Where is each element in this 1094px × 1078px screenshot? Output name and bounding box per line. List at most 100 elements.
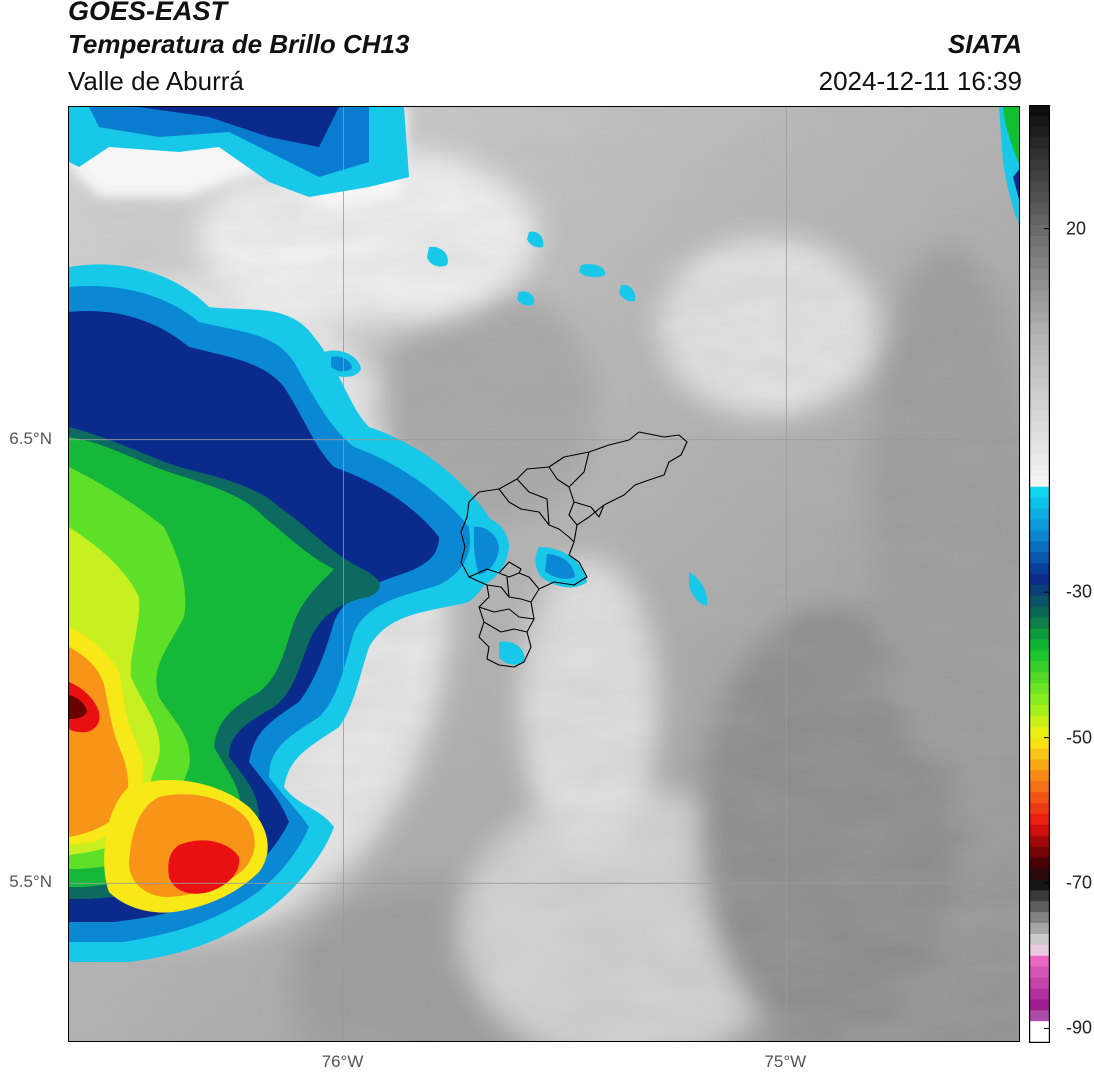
colorbar-band [1029, 399, 1050, 411]
colorbar-band [1029, 912, 1050, 924]
colorbar-tick-label: -30 [1066, 581, 1093, 602]
colorbar-band [1029, 792, 1050, 804]
colorbar-band [1029, 115, 1050, 128]
colorbar-band [1029, 628, 1050, 641]
colorbar-band [1029, 770, 1050, 782]
colorbar-band [1029, 432, 1050, 444]
brightness-temperature-map [69, 107, 1019, 1041]
colorbar-band [1029, 475, 1050, 488]
colorbar-band [1029, 1032, 1050, 1043]
colorbar-band [1029, 203, 1050, 215]
colorbar-tick-label: -70 [1066, 872, 1093, 893]
colorbar-band [1029, 497, 1050, 510]
colorbar-band [1029, 388, 1050, 401]
colorbar-band [1029, 312, 1050, 324]
colorbar-band [1029, 813, 1050, 826]
map-panel[interactable] [68, 106, 1020, 1042]
colorbar-band [1029, 584, 1050, 597]
colorbar-band [1029, 595, 1050, 608]
colorbar-band [1029, 366, 1050, 379]
colorbar-band [1029, 726, 1050, 739]
colorbar-band [1029, 224, 1050, 237]
colorbar-band [1029, 344, 1050, 357]
colorbar-band [1029, 246, 1050, 259]
graticule [69, 107, 1019, 1041]
colorbar-band [1029, 606, 1050, 619]
colorbar-band [1029, 181, 1050, 193]
colorbar-band [1029, 683, 1050, 695]
colorbar-band [1029, 410, 1050, 422]
longitude-label: 75°W [764, 1052, 807, 1071]
colorbar-band [1029, 508, 1050, 521]
colorbar-band [1029, 966, 1050, 979]
colorbar-band [1029, 257, 1050, 270]
colorbar-band [1029, 846, 1050, 859]
colorbar-band [1029, 781, 1050, 793]
colorbar-band [1029, 759, 1050, 771]
colorbar-band [1029, 704, 1050, 717]
colorbar [1029, 105, 1050, 1043]
colorbar-band [1029, 235, 1050, 248]
cold-cloud-system [69, 107, 1019, 962]
colorbar-band [1029, 617, 1050, 630]
colorbar-band [1029, 443, 1050, 455]
colorbar-band [1029, 715, 1050, 728]
colorbar-band [1029, 192, 1050, 204]
colorbar-band [1029, 999, 1050, 1011]
colorbar-band [1029, 214, 1050, 226]
colorbar-band [1029, 355, 1050, 368]
colorbar-tick-label: -50 [1066, 727, 1093, 748]
colorbar-band [1029, 748, 1050, 761]
colorbar-band [1029, 563, 1050, 575]
colorbar-band [1029, 454, 1050, 466]
colorbar-band [1029, 574, 1050, 586]
colorbar-band [1029, 279, 1050, 292]
latitude-label: 6.5°N [9, 428, 52, 448]
colorbar-band [1029, 977, 1050, 990]
colorbar-band [1029, 159, 1050, 172]
colorbar-band [1029, 148, 1050, 161]
colorbar-band [1029, 541, 1050, 553]
timestamp-label: 2024-12-11 16:39 [818, 66, 1022, 96]
colorbar-band [1029, 268, 1050, 281]
colorbar-bands [1029, 105, 1050, 1043]
colorbar-band [1029, 835, 1050, 848]
municipal-boundaries [460, 431, 688, 668]
colorbar-band [1029, 486, 1050, 499]
colorbar-frame [1029, 105, 1050, 1043]
latitude-label: 5.5°N [9, 872, 52, 892]
colorbar-band [1029, 552, 1050, 564]
longitude-label: 76°W [321, 1052, 364, 1071]
colorbar-band [1029, 377, 1050, 390]
colorbar-band [1029, 672, 1050, 684]
colorbar-band [1029, 901, 1050, 913]
colorbar-band [1029, 890, 1050, 902]
colorbar-tick-label: 20 [1066, 218, 1087, 239]
colorbar-band [1029, 944, 1050, 957]
colorbar-band [1029, 824, 1050, 837]
colorbar-band [1029, 988, 1050, 1000]
colorbar-band [1029, 137, 1050, 150]
region-subtitle: Valle de Aburrá [68, 66, 244, 96]
colorbar-band [1029, 857, 1050, 870]
satellite-title: GOES-EAST [68, 0, 228, 26]
product-title: Temperatura de Brillo CH13 [68, 29, 410, 59]
colorbar-band [1029, 323, 1050, 335]
colorbar-band [1029, 803, 1050, 815]
colorbar-band [1029, 170, 1050, 182]
colorbar-band [1029, 1010, 1050, 1022]
colorbar-band [1029, 421, 1050, 433]
colorbar-band [1029, 530, 1050, 542]
colorbar-band [1029, 639, 1050, 651]
colorbar-band [1029, 737, 1050, 750]
colorbar-band [1029, 955, 1050, 968]
colorbar-band [1029, 661, 1050, 673]
colorbar-band [1029, 126, 1050, 139]
colorbar-band [1029, 334, 1050, 346]
colorbar-band [1029, 290, 1050, 302]
colorbar-band [1029, 868, 1050, 880]
colorbar-band [1029, 464, 1050, 477]
colorbar-band [1029, 301, 1050, 313]
colorbar-band [1029, 1021, 1050, 1033]
colorbar-band [1029, 933, 1050, 946]
